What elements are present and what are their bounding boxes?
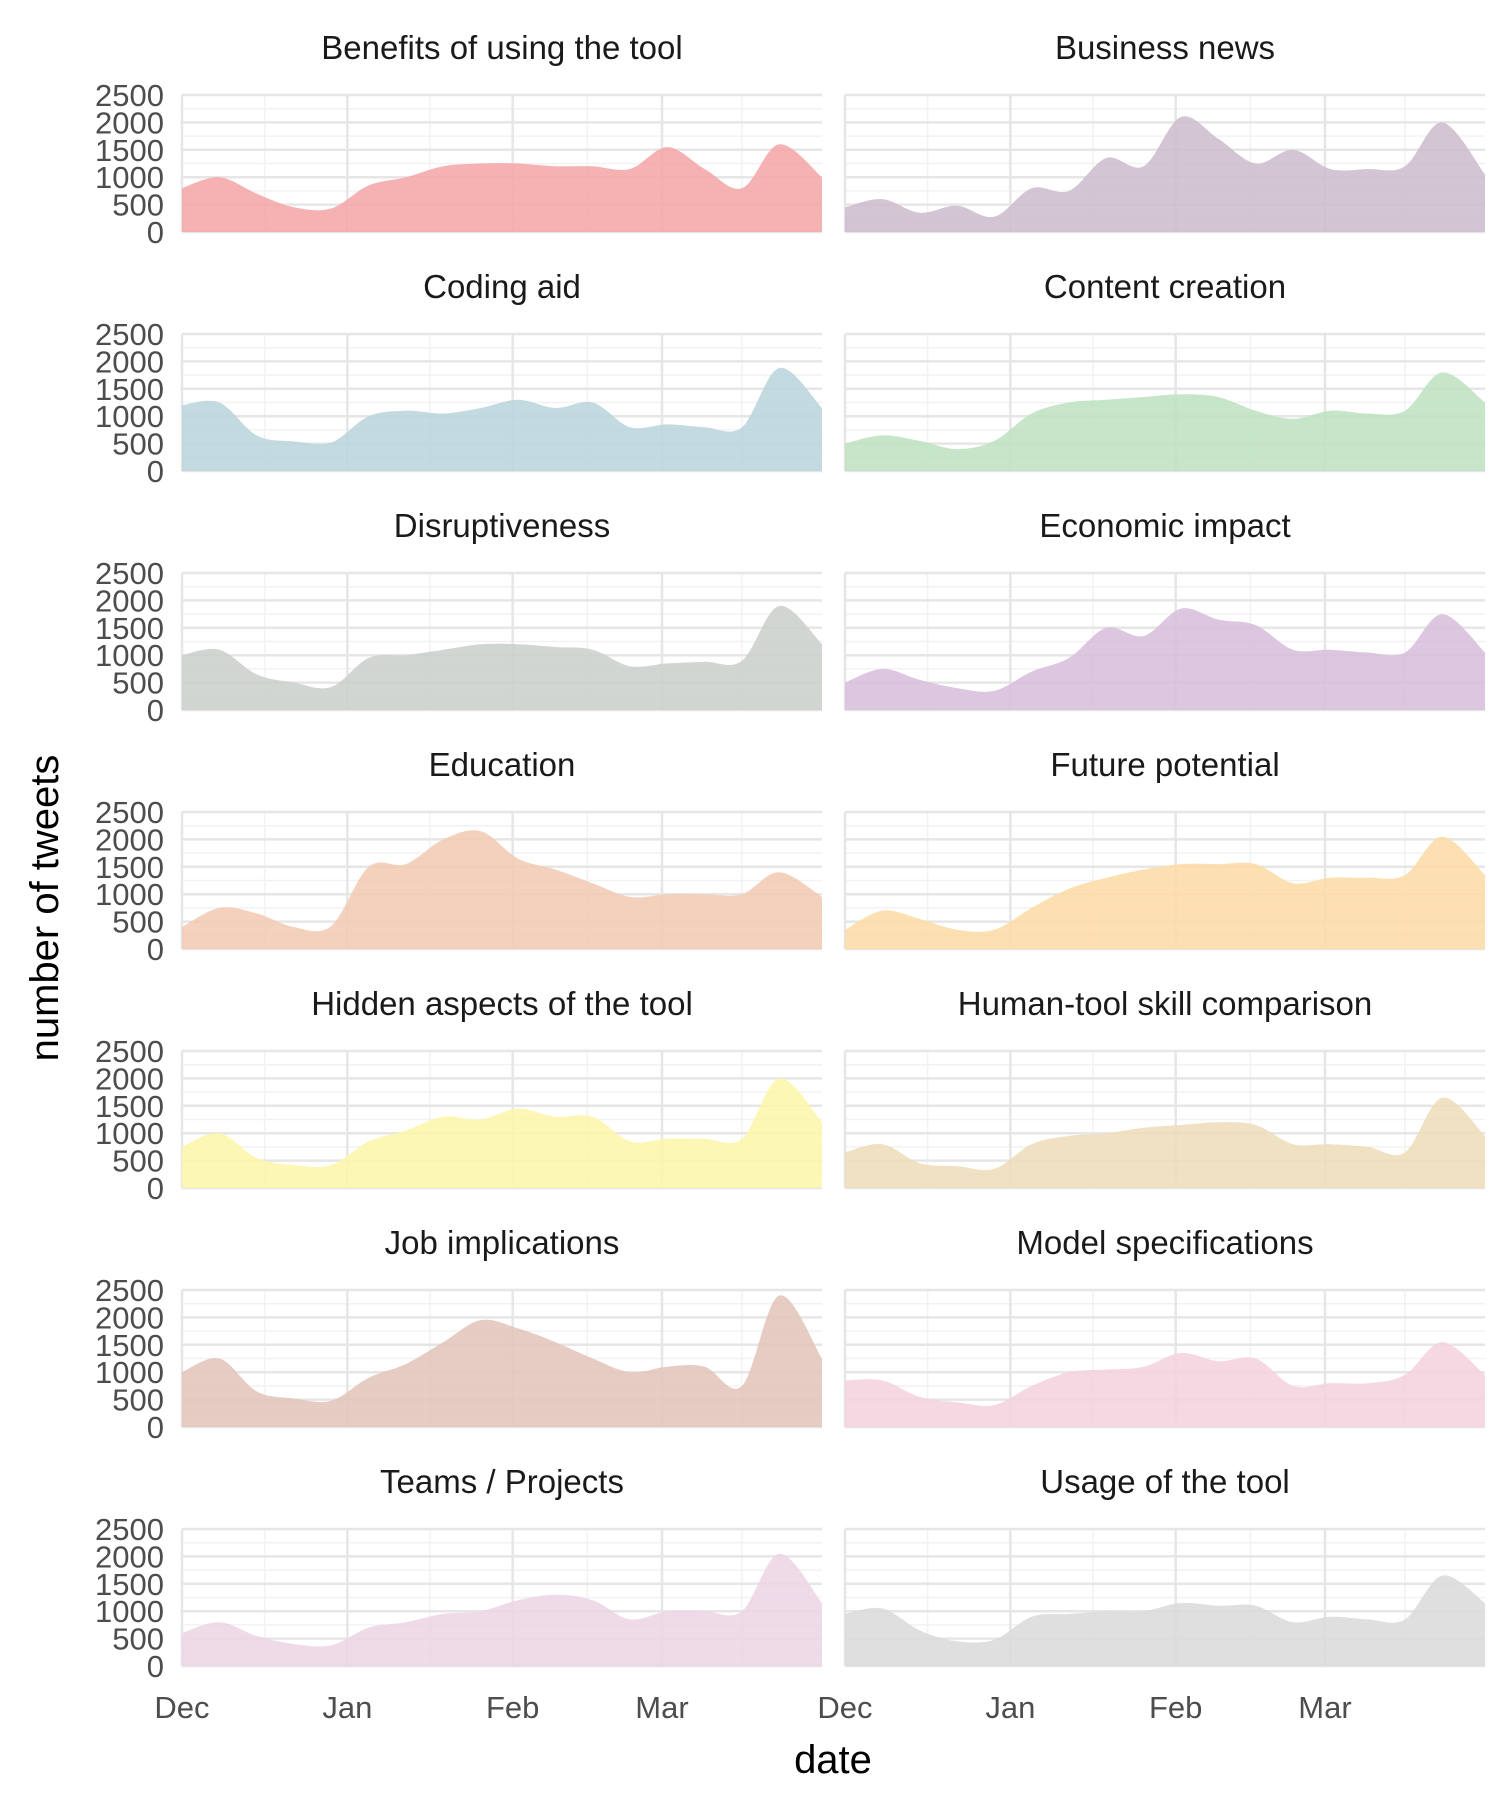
y-tick-label: 2500 xyxy=(95,1512,164,1547)
x-tick-label: Jan xyxy=(985,1690,1035,1725)
area-content-creation xyxy=(845,372,1485,471)
x-tick-label: Dec xyxy=(817,1690,872,1725)
area-human-tool-skill-comparison xyxy=(845,1097,1485,1188)
y-tick-label: 1000 xyxy=(95,1116,164,1151)
panel-title-usage-of-the-tool: Usage of the tool xyxy=(1040,1463,1290,1500)
y-tick-label: 2000 xyxy=(95,1300,164,1335)
y-tick-label: 1500 xyxy=(95,1328,164,1363)
y-tick-label: 0 xyxy=(147,215,164,250)
area-coding-aid xyxy=(182,367,822,471)
panel-title-coding-aid: Coding aid xyxy=(423,268,581,305)
y-tick-label: 1000 xyxy=(95,638,164,673)
y-tick-label: 2000 xyxy=(95,583,164,618)
panel-title-economic-impact: Economic impact xyxy=(1039,507,1290,544)
y-axis-label: number of tweets xyxy=(23,755,67,1062)
panel-title-hidden-aspects-of-the-tool: Hidden aspects of the tool xyxy=(311,985,693,1022)
x-tick-label: Jan xyxy=(322,1690,372,1725)
area-future-potential xyxy=(845,836,1485,949)
x-tick-label: Mar xyxy=(1298,1690,1351,1725)
y-tick-label: 0 xyxy=(147,693,164,728)
y-tick-label: 0 xyxy=(147,932,164,967)
y-tick-label: 2500 xyxy=(95,1273,164,1308)
y-tick-label: 500 xyxy=(112,1383,164,1418)
area-teams-projects xyxy=(182,1553,822,1666)
panel-title-education: Education xyxy=(429,746,576,783)
y-tick-label: 500 xyxy=(112,666,164,701)
y-tick-label: 2500 xyxy=(95,1034,164,1069)
y-tick-label: 1000 xyxy=(95,160,164,195)
y-tick-label: 2000 xyxy=(95,344,164,379)
area-business-news xyxy=(845,116,1485,232)
y-tick-label: 2500 xyxy=(95,317,164,352)
y-tick-label: 2000 xyxy=(95,822,164,857)
y-tick-label: 1500 xyxy=(95,611,164,646)
y-tick-label: 1500 xyxy=(95,1567,164,1602)
area-model-specifications xyxy=(845,1342,1485,1427)
area-benefits-of-using-the-tool xyxy=(182,144,822,232)
area-disruptiveness xyxy=(182,605,822,710)
y-tick-label: 1500 xyxy=(95,133,164,168)
x-tick-label: Mar xyxy=(635,1690,688,1725)
area-usage-of-the-tool xyxy=(845,1575,1485,1666)
panel-title-content-creation: Content creation xyxy=(1044,268,1286,305)
y-tick-label: 2500 xyxy=(95,78,164,113)
y-tick-label: 2500 xyxy=(95,795,164,830)
y-tick-label: 0 xyxy=(147,454,164,489)
y-tick-label: 1500 xyxy=(95,372,164,407)
y-tick-label: 2000 xyxy=(95,105,164,140)
y-tick-label: 2500 xyxy=(95,556,164,591)
panel-title-future-potential: Future potential xyxy=(1050,746,1279,783)
panel-title-disruptiveness: Disruptiveness xyxy=(394,507,610,544)
y-tick-label: 1500 xyxy=(95,1089,164,1124)
y-tick-label: 0 xyxy=(147,1649,164,1684)
area-hidden-aspects-of-the-tool xyxy=(182,1078,822,1188)
y-tick-label: 500 xyxy=(112,1144,164,1179)
y-tick-label: 500 xyxy=(112,905,164,940)
y-tick-label: 500 xyxy=(112,427,164,462)
y-tick-label: 1000 xyxy=(95,1594,164,1629)
panel-title-model-specifications: Model specifications xyxy=(1016,1224,1313,1261)
panel-title-teams-projects: Teams / Projects xyxy=(380,1463,624,1500)
y-tick-label: 0 xyxy=(147,1171,164,1206)
panel-title-business-news: Business news xyxy=(1055,29,1275,66)
x-tick-label: Feb xyxy=(1149,1690,1202,1725)
y-tick-label: 500 xyxy=(112,1622,164,1657)
y-tick-label: 1000 xyxy=(95,1355,164,1390)
panel-title-benefits-of-using-the-tool: Benefits of using the tool xyxy=(321,29,682,66)
panel-title-job-implications: Job implications xyxy=(385,1224,620,1261)
y-tick-label: 0 xyxy=(147,1410,164,1445)
x-tick-label: Dec xyxy=(154,1690,209,1725)
area-education xyxy=(182,830,822,949)
y-tick-label: 2000 xyxy=(95,1061,164,1096)
x-axis-label: date xyxy=(794,1738,872,1782)
y-tick-label: 500 xyxy=(112,188,164,223)
y-tick-label: 2000 xyxy=(95,1539,164,1574)
panel-title-human-tool-skill-comparison: Human-tool skill comparison xyxy=(958,985,1372,1022)
y-tick-label: 1000 xyxy=(95,399,164,434)
x-tick-label: Feb xyxy=(486,1690,539,1725)
y-tick-label: 1500 xyxy=(95,850,164,885)
area-job-implications xyxy=(182,1295,822,1427)
area-economic-impact xyxy=(845,608,1485,710)
y-tick-label: 1000 xyxy=(95,877,164,912)
